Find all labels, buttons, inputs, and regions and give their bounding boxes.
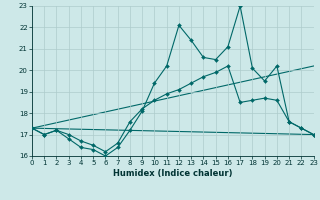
X-axis label: Humidex (Indice chaleur): Humidex (Indice chaleur) <box>113 169 233 178</box>
